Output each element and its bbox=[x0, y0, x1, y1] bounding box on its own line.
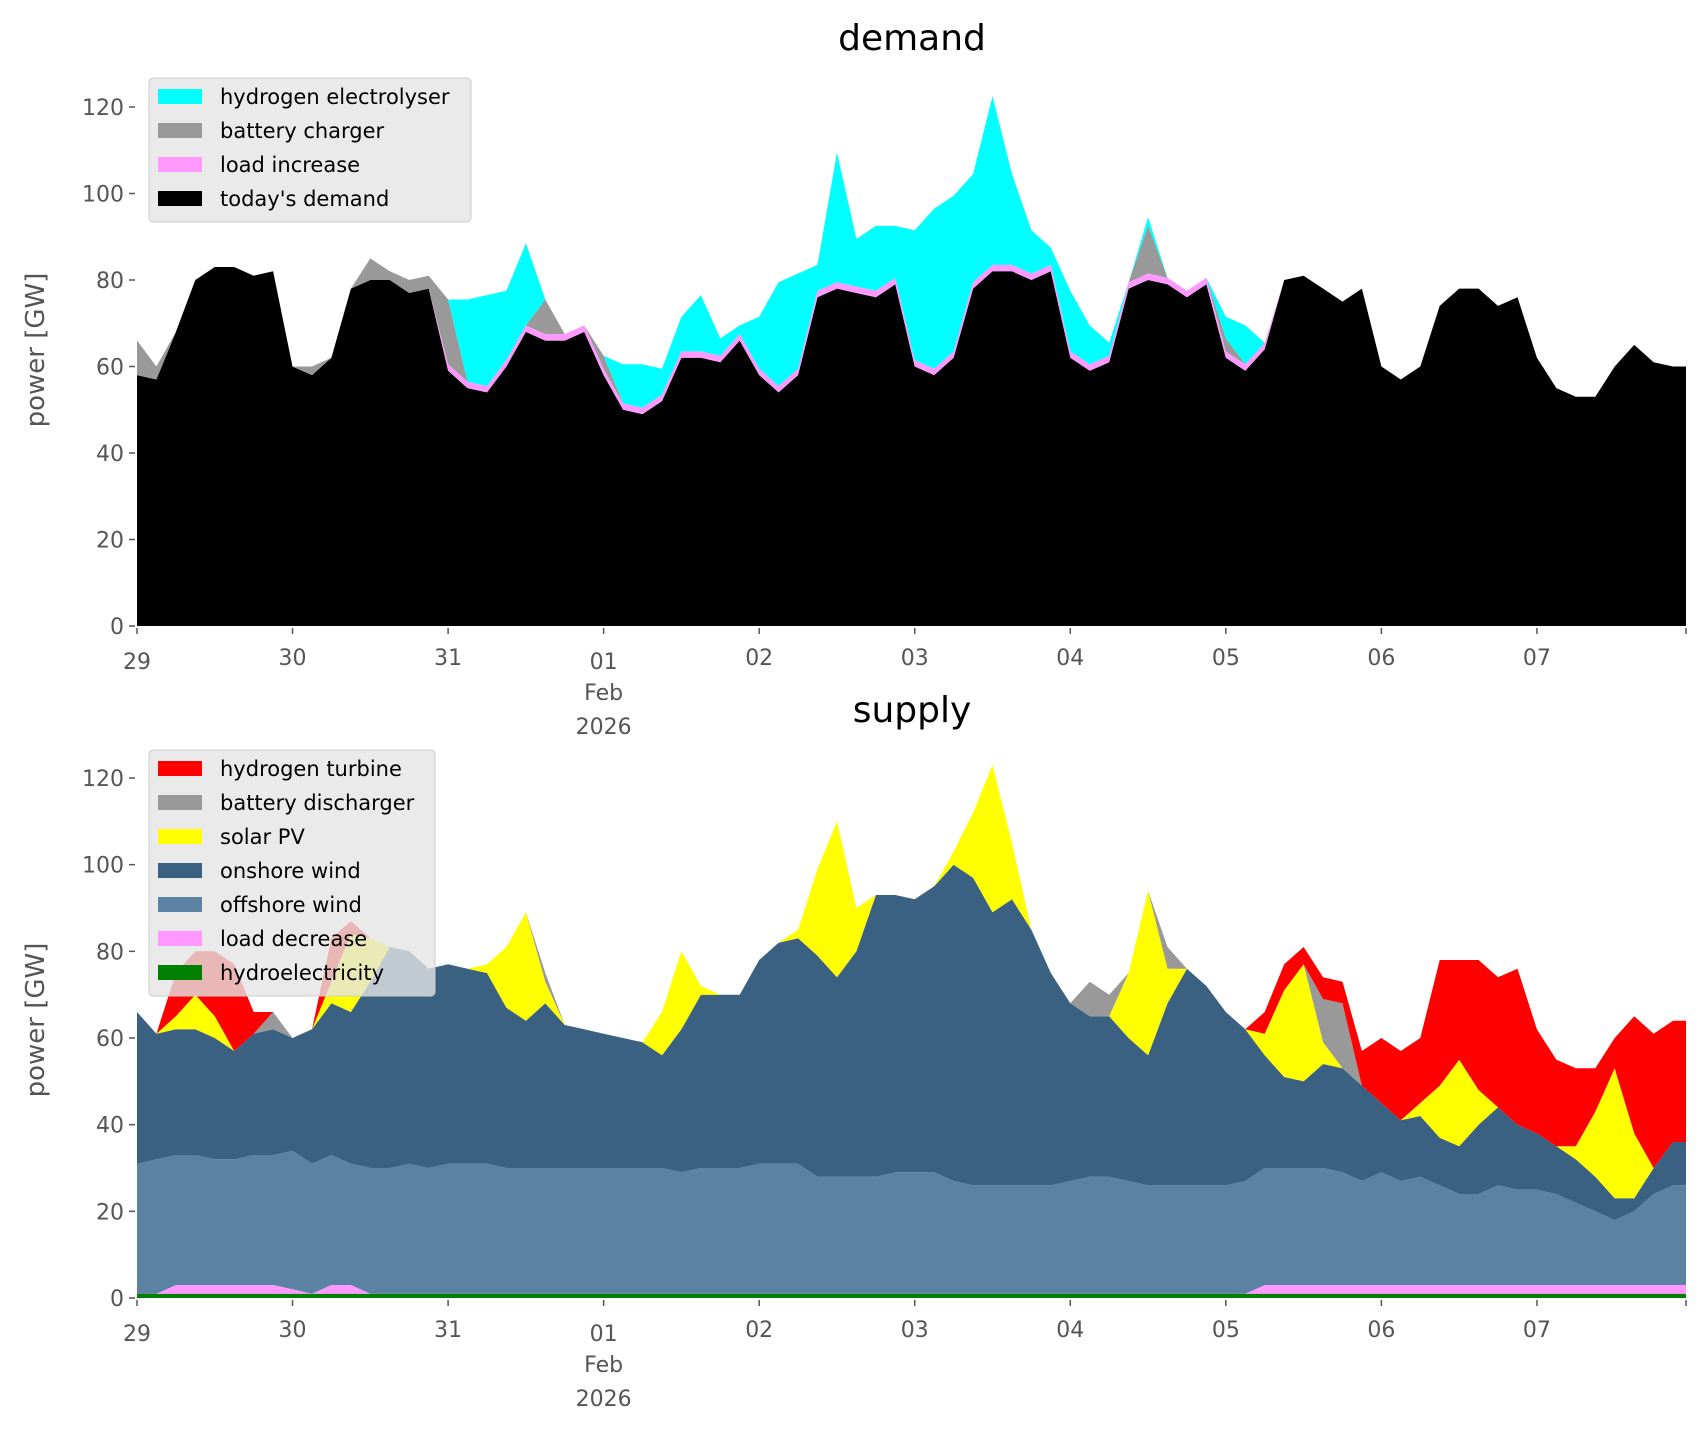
x-tick-label: 02 bbox=[745, 646, 773, 671]
x-tick-label: 07 bbox=[1523, 1318, 1551, 1343]
legend-swatch bbox=[158, 897, 202, 912]
area-offshore-wind bbox=[137, 1150, 1686, 1294]
x-tick-label: 07 bbox=[1523, 646, 1551, 671]
x-tick-label: 03 bbox=[901, 646, 929, 671]
legend-box bbox=[148, 749, 436, 997]
legend-swatch bbox=[158, 965, 202, 980]
chart-title: supply bbox=[853, 690, 972, 731]
y-tick-label: 60 bbox=[96, 356, 124, 381]
y-tick-label: 120 bbox=[82, 96, 124, 121]
legend-label: load increase bbox=[220, 153, 360, 177]
y-tick-label: 80 bbox=[96, 940, 124, 965]
legend-swatch bbox=[158, 89, 202, 104]
y-tick-label: 80 bbox=[96, 269, 124, 294]
legend-swatch bbox=[158, 123, 202, 138]
y-tick-label: 40 bbox=[96, 1114, 124, 1139]
area-today-s-demand bbox=[137, 267, 1686, 626]
area-onshore-wind bbox=[137, 864, 1686, 1220]
x-tick-year-label: 2026 bbox=[576, 1387, 632, 1412]
x-tick-year-label: 2026 bbox=[576, 715, 632, 740]
y-tick-label: 120 bbox=[82, 767, 124, 792]
x-tick-label: 01 bbox=[590, 1322, 618, 1347]
legend-label: today's demand bbox=[220, 187, 389, 211]
legend-label: solar PV bbox=[220, 825, 305, 849]
x-tick-label: 29 bbox=[123, 1322, 151, 1347]
x-tick-label: 29 bbox=[123, 650, 151, 675]
y-tick-label: 0 bbox=[110, 1287, 124, 1312]
area-hydroelectricity bbox=[137, 1293, 1686, 1298]
legend-swatch bbox=[158, 191, 202, 206]
x-tick-label: 05 bbox=[1212, 1318, 1240, 1343]
x-tick-label: 31 bbox=[434, 1318, 462, 1343]
legend-label: load decrease bbox=[220, 927, 367, 951]
y-tick-label: 0 bbox=[110, 615, 124, 640]
y-tick-label: 100 bbox=[82, 854, 124, 879]
area-load-decrease bbox=[137, 1285, 1686, 1294]
x-tick-label: 30 bbox=[279, 1318, 307, 1343]
legend-label: battery charger bbox=[220, 119, 385, 143]
legend-swatch bbox=[158, 157, 202, 172]
legend: hydrogen electrolyser battery charger load… bbox=[148, 77, 472, 223]
area-hydrogen-electrolyser bbox=[137, 96, 1686, 408]
legend-swatch bbox=[158, 795, 202, 810]
legend-label: hydrogen electrolyser bbox=[220, 85, 450, 109]
legend: hydrogen turbine battery discharger solar … bbox=[148, 749, 436, 997]
y-tick-label: 40 bbox=[96, 442, 124, 467]
legend-swatch bbox=[158, 829, 202, 844]
legend-swatch bbox=[158, 931, 202, 946]
legend-swatch bbox=[158, 863, 202, 878]
legend-label: hydroelectricity bbox=[220, 961, 384, 985]
x-tick-label: 31 bbox=[434, 646, 462, 671]
legend-label: hydrogen turbine bbox=[220, 757, 402, 781]
legend-label: battery discharger bbox=[220, 791, 415, 815]
area-hydrogen-turbine bbox=[137, 765, 1686, 1168]
x-tick-label: 03 bbox=[901, 1318, 929, 1343]
y-tick-label: 20 bbox=[96, 529, 124, 554]
y-tick-label: 100 bbox=[82, 183, 124, 208]
y-tick-label: 20 bbox=[96, 1200, 124, 1225]
x-tick-label: 01 bbox=[590, 650, 618, 675]
legend-label: offshore wind bbox=[220, 893, 362, 917]
x-tick-label: 02 bbox=[745, 1318, 773, 1343]
x-tick-label: 06 bbox=[1367, 1318, 1395, 1343]
legend-swatch bbox=[158, 761, 202, 776]
legend-box bbox=[148, 77, 472, 223]
y-tick-label: 60 bbox=[96, 1027, 124, 1052]
x-tick-label: 30 bbox=[279, 646, 307, 671]
area-battery-charger bbox=[137, 225, 1686, 408]
y-axis-label: power [GW] bbox=[21, 273, 51, 428]
legend-label: onshore wind bbox=[220, 859, 361, 883]
y-axis-label: power [GW] bbox=[21, 943, 51, 1098]
x-tick-month-label: Feb bbox=[584, 1353, 623, 1378]
x-tick-label: 05 bbox=[1212, 646, 1240, 671]
chart-title: demand bbox=[838, 18, 986, 59]
x-tick-label: 06 bbox=[1367, 646, 1395, 671]
x-tick-label: 04 bbox=[1056, 646, 1084, 671]
x-tick-month-label: Feb bbox=[584, 681, 623, 706]
x-tick-label: 04 bbox=[1056, 1318, 1084, 1343]
